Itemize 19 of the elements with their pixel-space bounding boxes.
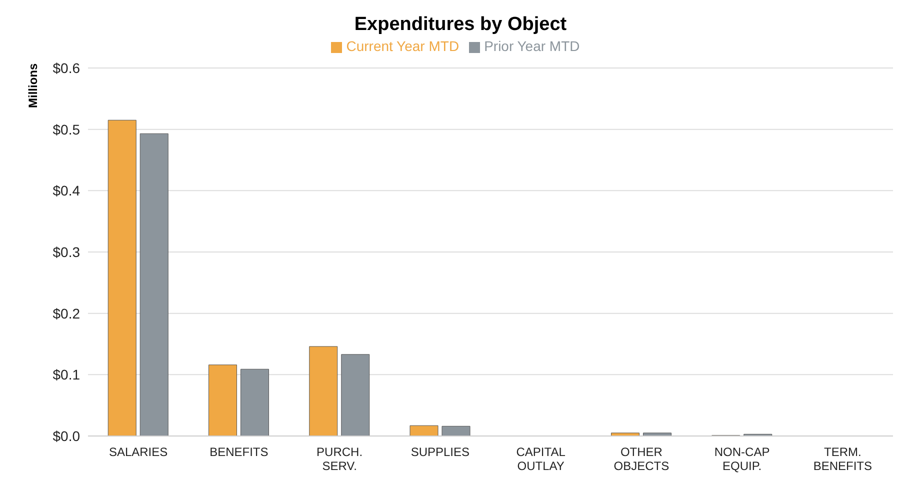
y-tick-label: $0.2 — [52, 305, 80, 322]
legend-label: Current Year MTD — [346, 38, 460, 54]
y-axis-title: Millions — [26, 63, 40, 108]
y-tick-label: $0.6 — [52, 60, 80, 76]
y-tick-label: $0.1 — [52, 366, 80, 383]
x-tick-label: TERM. BENEFITS — [813, 445, 872, 473]
legend-label: Prior Year MTD — [484, 38, 580, 54]
chart-title: Expenditures by Object — [353, 13, 568, 37]
y-tick-label: $0.4 — [52, 182, 80, 199]
x-tick-label: SUPPLIES — [410, 445, 470, 459]
x-tick-label: NON-CAP EQUIP. — [714, 445, 770, 473]
y-tick-label: $0.3 — [52, 244, 80, 260]
x-tick-label: PURCH. SERV. — [316, 445, 363, 473]
x-tick-label: BENEFITS — [210, 445, 268, 459]
y-tick-label: $0.0 — [52, 428, 80, 444]
y-tick-label: $0.5 — [52, 121, 80, 138]
x-tick-label: OTHER OBJECTS — [614, 445, 670, 473]
x-tick-label: SALARIES — [108, 445, 168, 459]
x-tick-label: CAPITAL OUTLAY — [516, 445, 566, 473]
